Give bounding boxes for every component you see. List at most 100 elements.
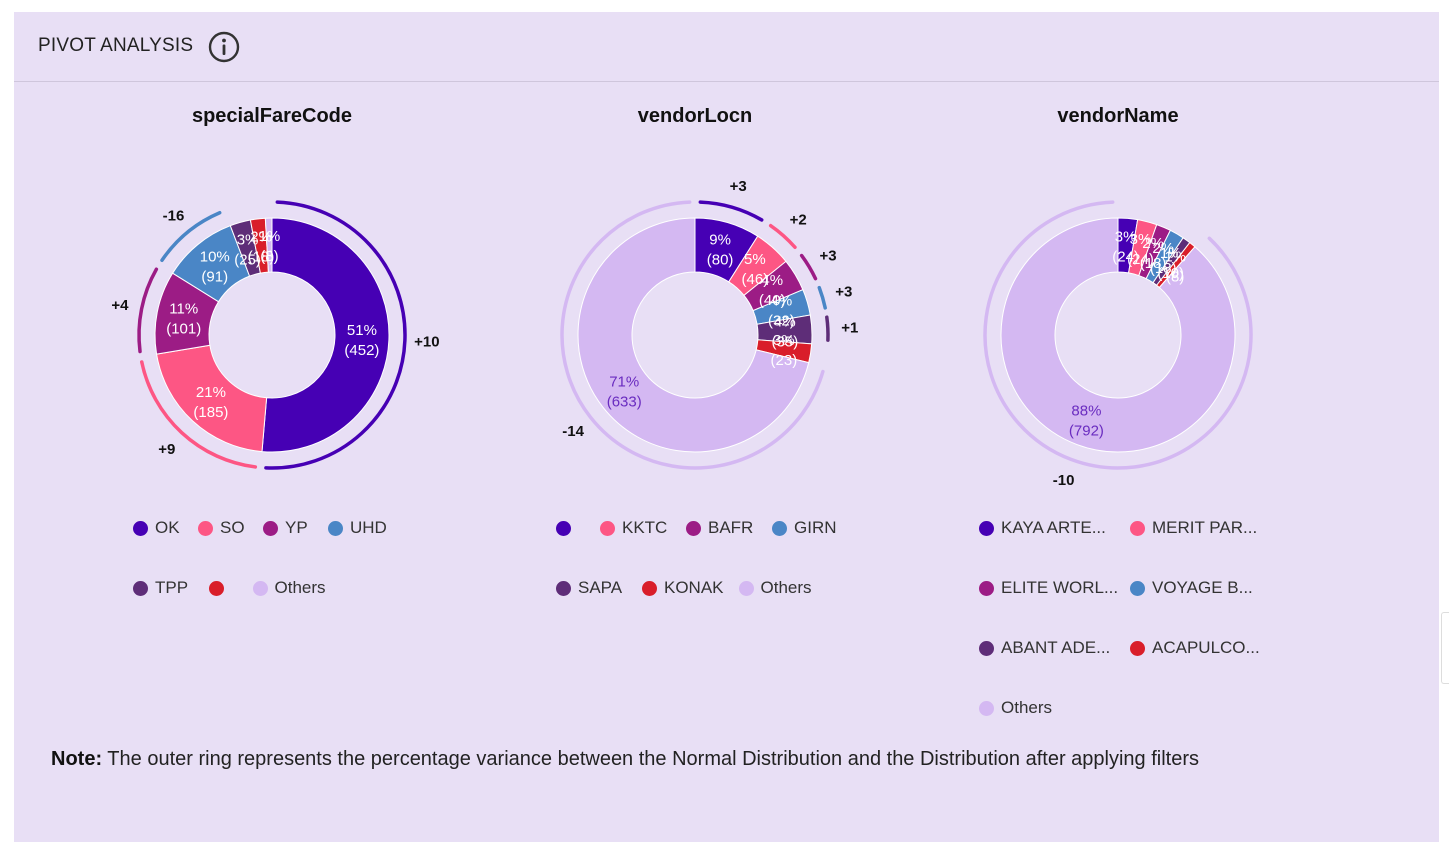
- legend-dot: [979, 520, 994, 536]
- variance-label: +2: [790, 211, 807, 228]
- chart-title-vendorlocn: vendorLocn: [637, 105, 753, 127]
- pivot-analysis-panel: PIVOT ANALYSIS specialFareCode vendorLoc…: [14, 12, 1439, 842]
- variance-arc: [799, 253, 818, 281]
- legend-label: VOYAGE B...: [1152, 578, 1253, 597]
- slice-percent-label: 51%: [347, 322, 377, 339]
- legend-item[interactable]: Others: [738, 577, 812, 599]
- legend-item[interactable]: [208, 577, 231, 599]
- legend-item[interactable]: BAFR: [686, 517, 753, 539]
- legend-item[interactable]: KKTC: [600, 517, 667, 539]
- legend-dot: [556, 580, 571, 596]
- slice-others[interactable]: [577, 217, 810, 453]
- slice-value-label: (452): [344, 342, 379, 359]
- variance-label: +4: [111, 297, 129, 314]
- legend-label: KAYA ARTE...: [1001, 518, 1106, 537]
- slice-others[interactable]: [1000, 217, 1236, 453]
- variance-label: +3: [835, 283, 852, 300]
- slice-ok[interactable]: [261, 217, 390, 453]
- legend-item[interactable]: Others: [252, 577, 326, 599]
- variance-arc: [983, 200, 1253, 470]
- slice-others[interactable]: [264, 217, 273, 273]
- variance-label: +9: [158, 441, 175, 458]
- legend-item[interactable]: KONAK: [642, 577, 724, 599]
- slice-percent-label: 3%: [1115, 228, 1137, 245]
- panel-header: PIVOT ANALYSIS: [14, 12, 1439, 82]
- variance-arc: [560, 200, 825, 470]
- legend-label: YP: [285, 518, 308, 537]
- legend-label: BAFR: [708, 518, 754, 537]
- legend-dot: [1130, 580, 1145, 596]
- legend-item[interactable]: TPP: [133, 577, 188, 599]
- variance-label: +10: [414, 334, 439, 351]
- slice-percent-label: 4%: [774, 314, 796, 331]
- info-circle-icon[interactable]: [208, 31, 240, 63]
- legend-label: Others: [274, 578, 326, 597]
- slice-percent-label: 3%: [237, 231, 259, 248]
- slice-value-label: (18): [1150, 260, 1177, 277]
- slice-value-label: (18): [1140, 255, 1167, 272]
- slice-percent-label: 5%: [744, 251, 766, 268]
- slice-value-label: (25): [234, 251, 261, 268]
- legend-item[interactable]: Others: [979, 697, 1052, 719]
- slice-value-label: (40): [759, 292, 786, 309]
- slice-value-label: (80): [707, 252, 734, 269]
- legend-item[interactable]: ABANT ADE...: [979, 637, 1110, 659]
- variance-arc: [160, 210, 222, 262]
- legend-dot: [556, 520, 571, 536]
- legend-item[interactable]: GIRN: [772, 517, 837, 539]
- legend-item[interactable]: SO: [198, 517, 245, 539]
- slice-percent-label: 9%: [709, 232, 731, 249]
- legend-label: MERIT PAR...: [1152, 518, 1258, 537]
- slice-value-label: (18): [248, 249, 275, 266]
- legend-item[interactable]: YP: [263, 517, 308, 539]
- variance-label: +1: [841, 320, 858, 337]
- slice-value-label: (35): [772, 334, 799, 351]
- note-text: Note: The outer ring represents the perc…: [51, 743, 1371, 776]
- legend-label: UHD: [350, 518, 387, 537]
- legend-dot: [133, 580, 148, 596]
- slice-value-label: (8): [1166, 269, 1184, 286]
- slice-value-label: (91): [201, 269, 228, 286]
- legend-dot: [1130, 520, 1145, 536]
- slice-value-label: (24): [1112, 248, 1139, 265]
- slice-percent-label: 3%: [1130, 231, 1152, 248]
- legend-label: ACAPULCO...: [1152, 638, 1260, 657]
- legend-item[interactable]: MERIT PAR...: [1130, 517, 1257, 539]
- variance-arc: [698, 200, 764, 222]
- slice-value-label: (101): [166, 320, 201, 337]
- legend-dot: [198, 520, 213, 536]
- chart-title-specialfarecode: specialFareCode: [191, 105, 353, 127]
- legend-item[interactable]: ELITE WORL...: [979, 577, 1118, 599]
- slice-percent-label: 88%: [1071, 402, 1101, 419]
- legend-label: OK: [155, 518, 180, 537]
- donut-chart-vendorlocn: 9%(80) 5%(46)4%(40)4%(32)4%(35)3%(23)71%(…: [560, 178, 858, 470]
- slice-so[interactable]: [155, 344, 268, 453]
- legend-item[interactable]: SAPA: [556, 577, 622, 599]
- legend-dot: [979, 580, 994, 596]
- legend-label: ABANT ADE...: [1001, 638, 1111, 657]
- variance-arc: [140, 360, 258, 469]
- legend-dot: [133, 520, 148, 536]
- slice-percent-label: 11%: [169, 300, 198, 317]
- legend-label: Others: [760, 578, 812, 597]
- legend-item[interactable]: [556, 517, 578, 539]
- legend-label: KONAK: [664, 578, 724, 597]
- chart-title-vendorname: vendorName: [1057, 105, 1179, 127]
- legend-dot: [686, 520, 701, 536]
- legend-item[interactable]: UHD: [328, 517, 387, 539]
- legend-item[interactable]: KAYA ARTE...: [979, 517, 1106, 539]
- slice-percent-label: 3%: [773, 332, 795, 349]
- scroll-handle[interactable]: [1441, 612, 1449, 684]
- variance-label: +3: [730, 178, 747, 195]
- slice-percent-label: 10%: [200, 249, 230, 266]
- legend-item[interactable]: OK: [133, 517, 180, 539]
- variance-arc: [264, 200, 407, 470]
- legend-item[interactable]: ACAPULCO...: [1130, 637, 1260, 659]
- variance-label: -14: [562, 423, 584, 440]
- slice-percent-label: 4%: [761, 272, 783, 289]
- slice-value-label: (32): [768, 313, 795, 330]
- legend-label: TPP: [155, 578, 189, 597]
- legend-item[interactable]: VOYAGE B...: [1130, 577, 1253, 599]
- donut-chart-specialfarecode: 51% (452) 21% (185) 11% (101) 10% (91) 3% (25) 2% (…: [111, 200, 440, 470]
- legend-label: ELITE WORL...: [1001, 578, 1119, 597]
